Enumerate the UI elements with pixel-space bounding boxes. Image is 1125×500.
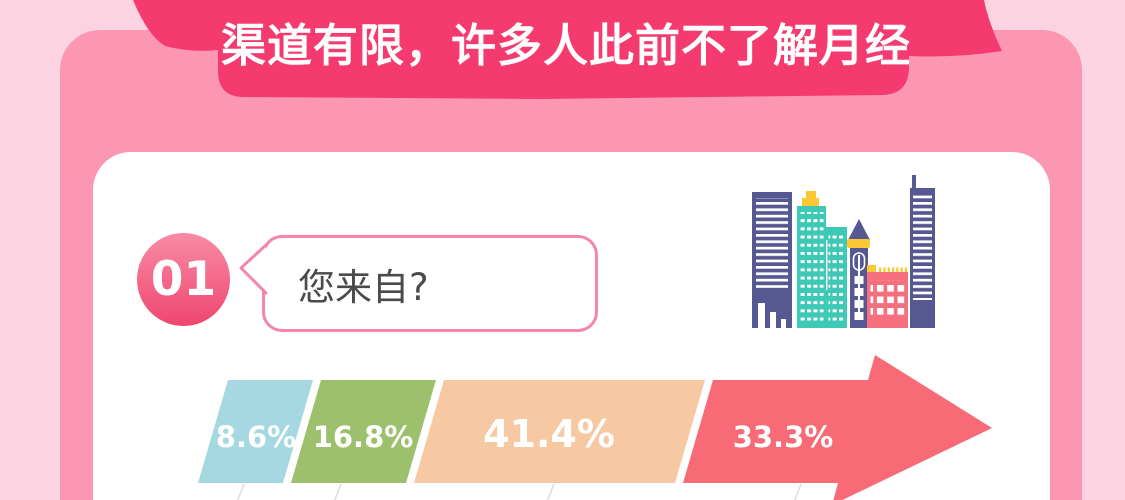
segment-1-value: 8.6% [215, 420, 297, 454]
segment-2-value: 16.8% [312, 420, 414, 454]
building-pink [867, 265, 908, 328]
city-skyline-illustration [752, 175, 935, 328]
chart-segment-2 [291, 380, 436, 483]
arrow-bar-chart [198, 355, 992, 500]
ribbon-shape [133, 0, 1002, 99]
ribbon-banner [133, 0, 1002, 99]
segment-3-value: 41.4% [483, 412, 615, 456]
building-right-striped [910, 175, 935, 328]
building-teal-pair [797, 191, 847, 328]
segment-4-value: 33.3% [732, 420, 834, 454]
chart-segment-4-arrow [683, 355, 992, 500]
leader-lines [237, 483, 802, 500]
section-number: 01 [150, 252, 217, 307]
chart-segment-3 [414, 380, 705, 483]
bubble-tail [239, 243, 268, 295]
building-left-striped [752, 192, 792, 328]
chart-segment-1 [198, 380, 313, 483]
banner-title: 渠道有限，许多人此前不了解月经 [220, 19, 911, 72]
building-clock-tower [847, 219, 870, 328]
section-number-badge: 01 [137, 233, 230, 326]
question-text: 您来自? [298, 265, 429, 309]
question-bubble: 您来自? [262, 235, 598, 332]
